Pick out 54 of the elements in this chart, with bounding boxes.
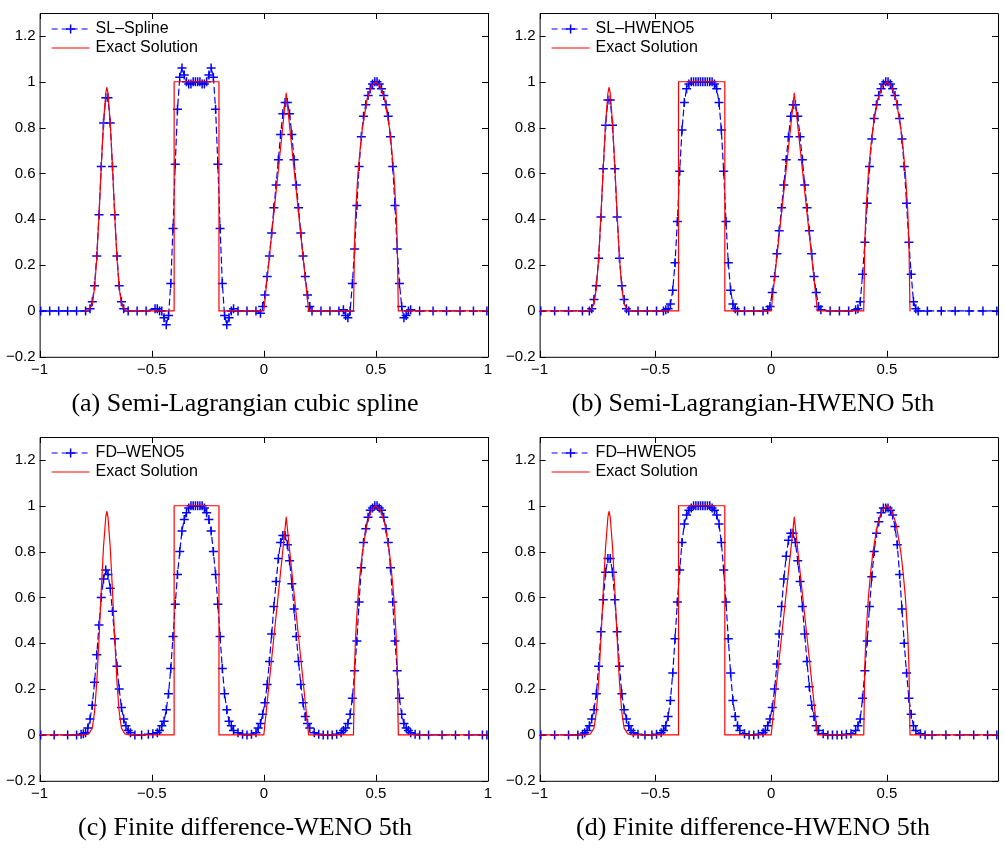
y-tick-label: 0.6: [514, 163, 536, 181]
y-tick-label: 0.2: [514, 679, 536, 697]
y-tick-label: 1: [27, 71, 36, 89]
y-tick-label: 0.4: [14, 209, 36, 227]
x-tick-label: −0.5: [136, 359, 167, 377]
x-tick-label: −0.5: [136, 783, 167, 801]
y-tick-label: 0.8: [514, 117, 536, 135]
legend-label: FD–HWENO5: [595, 443, 697, 461]
legend-label: Exact Solution: [95, 462, 198, 480]
y-tick-label: 0.8: [514, 541, 536, 559]
legend-label: Exact Solution: [95, 38, 198, 56]
legend-label: Exact Solution: [595, 462, 698, 480]
y-tick-label: 1: [527, 71, 536, 89]
x-tick-label: 0: [259, 783, 268, 801]
y-tick-label: 1: [27, 495, 36, 513]
y-tick-label: 1.2: [514, 450, 536, 468]
y-tick-label: 1.2: [14, 26, 36, 44]
y-tick-label: 1.2: [514, 26, 536, 44]
y-tick-label: 1: [527, 495, 536, 513]
x-tick-label: 0.5: [365, 783, 387, 801]
y-tick-label: 0.4: [514, 209, 536, 227]
text: (c) Finite difference-WENO 5th: [78, 812, 412, 842]
text: (b) Semi-Lagrangian-HWENO 5th: [571, 388, 935, 418]
x-tick-label: 0: [766, 359, 776, 377]
legend-label: Exact Solution: [595, 38, 698, 56]
y-tick-label: 0.8: [14, 541, 36, 559]
x-tick-label: −0.5: [640, 783, 671, 801]
legend-label: SL–HWENO5: [595, 19, 695, 37]
y-tick-label: 0: [27, 725, 36, 743]
y-tick-label: 0.8: [14, 117, 36, 135]
text: (a) Semi-Lagrangian cubic spline: [71, 388, 419, 418]
x-tick-label: 0: [259, 359, 268, 377]
y-tick-label: 0.4: [14, 633, 36, 651]
y-tick-label: 0.2: [14, 255, 36, 273]
y-tick-label: 0.6: [14, 163, 36, 181]
x-tick-label: 1: [483, 359, 493, 377]
x-tick-label: 0.5: [876, 783, 898, 801]
x-tick-label: −0.5: [640, 359, 671, 377]
text: (d) Finite difference-HWENO 5th: [575, 812, 931, 842]
y-tick-label: 0.6: [514, 587, 536, 605]
legend-label: FD–WENO5: [95, 443, 185, 461]
y-tick-label: 0.2: [514, 255, 536, 273]
y-tick-label: 0: [27, 301, 36, 319]
x-tick-label: 0: [766, 783, 776, 801]
y-tick-label: 1.2: [14, 450, 36, 468]
legend-label: SL–Spline: [95, 19, 169, 37]
y-tick-label: 0.4: [514, 633, 536, 651]
y-tick-label: 0: [527, 301, 536, 319]
x-tick-label: 0.5: [365, 359, 387, 377]
y-tick-label: 0.6: [14, 587, 36, 605]
x-tick-label: 1: [483, 783, 493, 801]
x-tick-label: 0.5: [876, 359, 898, 377]
y-tick-label: 0: [527, 725, 536, 743]
y-tick-label: 0.2: [14, 679, 36, 697]
